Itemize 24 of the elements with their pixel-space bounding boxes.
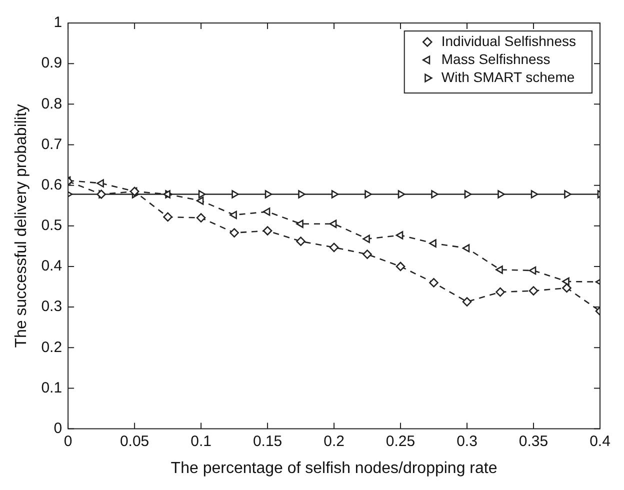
y-tick-label: 0.9	[41, 54, 62, 72]
y-axis-title: The successful delivery probability	[13, 104, 30, 348]
y-tick-label: 0.5	[41, 217, 62, 234]
y-tick-label: 0	[54, 420, 62, 437]
x-tick-label: 0.4	[590, 432, 610, 450]
y-tick-label: 0.8	[41, 95, 62, 112]
x-tick-label: 0.3	[456, 432, 478, 450]
legend-label: Mass Selfishness	[441, 50, 550, 67]
x-tick-label: 0.25	[386, 432, 416, 450]
x-tick-label: 0.35	[518, 432, 548, 450]
y-tick-label: 0.6	[41, 176, 62, 194]
legend-label: Individual Selfishness	[441, 32, 576, 49]
x-tick-label: 0.1	[190, 432, 212, 450]
legend-label: With SMART scheme	[441, 68, 575, 85]
x-axis-title: The percentage of selfish nodes/dropping rate	[170, 460, 498, 477]
x-tick-label: 0.2	[324, 432, 344, 450]
x-tick-label: 0.05	[120, 432, 150, 450]
y-tick-label: 0.4	[41, 258, 62, 275]
x-tick-label: 0.15	[252, 432, 282, 450]
y-tick-label: 0.7	[41, 136, 62, 153]
y-tick-label: 0.2	[41, 338, 62, 356]
y-tick-label: 0.3	[41, 298, 62, 316]
y-tick-label: 1	[54, 14, 62, 32]
y-tick-label: 0.1	[41, 379, 62, 396]
